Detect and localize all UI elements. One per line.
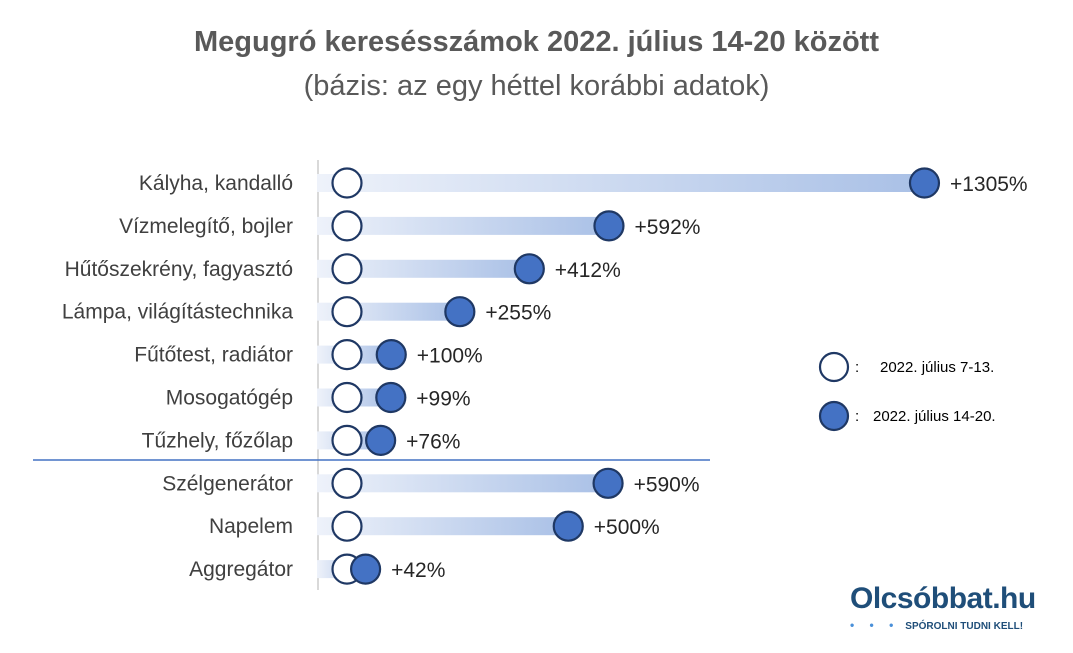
legend-label: 2022. július 14-20.	[873, 408, 996, 425]
end-point-marker	[552, 510, 584, 542]
category-label: Lámpa, világítástechnika	[62, 301, 293, 324]
start-point-marker	[331, 339, 363, 371]
legend: :2022. július 7-13.: 2022. július 14-20.	[818, 351, 996, 432]
dumbbell-bar	[317, 474, 609, 493]
dumbbell-bar	[317, 216, 609, 235]
category-label: Mosogatógép	[166, 387, 293, 410]
brand-logo: Olcsóbbat.hu • • • SPÓROLNI TUDNI KELL!	[850, 582, 1050, 632]
category-label: Hűtőszekrény, fagyasztó	[65, 258, 293, 281]
start-point-marker	[331, 424, 363, 456]
dumbbell-bar	[317, 174, 925, 192]
end-point-marker	[592, 467, 624, 499]
category-label: Kályha, kandalló	[139, 172, 293, 195]
start-point-marker	[331, 167, 363, 199]
chart-subtitle: (bázis: az egy héttel korábbi adatok)	[303, 70, 770, 102]
start-point-marker	[331, 467, 363, 499]
end-point-marker	[375, 339, 407, 371]
category-label: Szélgenerátor	[162, 472, 293, 495]
start-point-marker	[331, 510, 363, 542]
end-point-marker	[593, 210, 625, 242]
value-label: +76%	[406, 430, 460, 453]
end-point-marker	[365, 424, 397, 456]
end-point-marker	[444, 296, 476, 328]
end-point-marker	[908, 167, 941, 199]
legend-open-marker	[818, 351, 850, 383]
logo-tagline: SPÓROLNI TUDNI KELL!	[905, 621, 1024, 632]
category-label: Tűzhely, főzőlap	[142, 429, 293, 452]
start-point-marker	[331, 296, 363, 328]
legend-separator: :	[855, 359, 859, 376]
value-label: +500%	[594, 516, 660, 539]
value-label: +412%	[555, 259, 621, 282]
value-label: +42%	[391, 559, 445, 582]
end-point-marker	[375, 381, 407, 414]
value-label: +99%	[416, 388, 470, 411]
value-label: +100%	[417, 345, 483, 368]
logo-name: Olcsóbbat.hu	[850, 582, 1036, 615]
start-point-marker	[331, 210, 363, 242]
value-label: +590%	[634, 473, 700, 496]
logo-tagline-row: • • • SPÓROLNI TUDNI KELL!	[850, 618, 1050, 632]
value-label: +255%	[485, 302, 551, 325]
legend-separator: :	[855, 408, 859, 425]
legend-filled-marker	[818, 400, 850, 432]
legend-label: 2022. július 7-13.	[880, 359, 994, 376]
chart-title: Megugró keresésszámok 2022. július 14-20…	[194, 26, 879, 58]
dumbbell-bar	[317, 517, 569, 536]
start-point-marker	[331, 381, 363, 414]
category-label: Napelem	[209, 515, 293, 538]
dumbbell-bar	[317, 259, 530, 278]
end-point-marker	[513, 253, 545, 285]
start-point-marker	[331, 253, 363, 285]
logo-dots: • • •	[850, 618, 900, 632]
category-label: Aggregátor	[189, 558, 293, 581]
category-label: Fűtőtest, radiátor	[134, 344, 293, 367]
end-point-marker	[349, 553, 382, 585]
value-label: +592%	[634, 216, 700, 239]
value-label: +1305%	[950, 173, 1028, 196]
category-label: Vízmelegítő, bojler	[119, 215, 293, 238]
